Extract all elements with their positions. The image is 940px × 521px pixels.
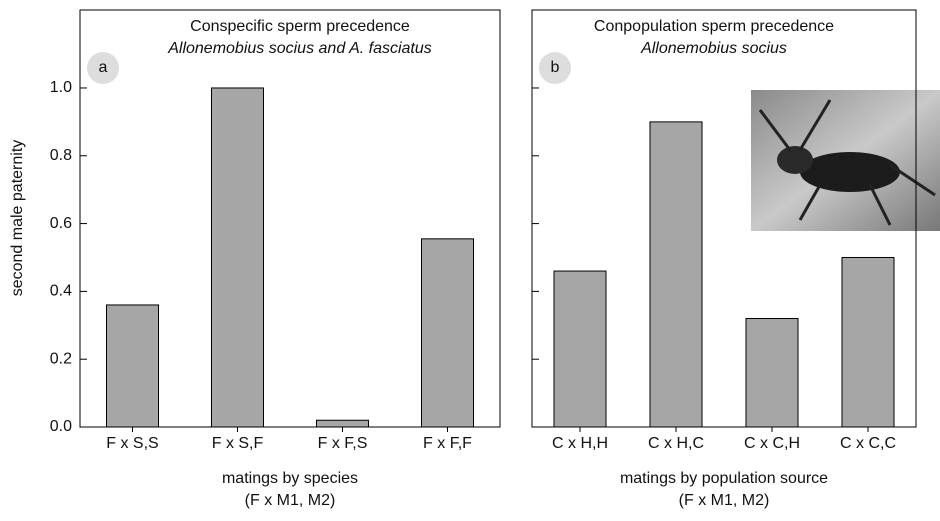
x-axis-label: (F x M1, M2) xyxy=(679,492,770,509)
bar xyxy=(746,319,798,427)
y-tick-label: 1.0 xyxy=(50,79,72,96)
x-tick-label: C x H,H xyxy=(552,435,608,452)
bar xyxy=(212,88,264,427)
cricket-photo xyxy=(751,90,940,231)
y-tick-label: 0.2 xyxy=(50,350,72,367)
y-tick-label: 0.6 xyxy=(50,215,72,232)
x-tick-label: F x S,F xyxy=(212,435,264,452)
bar xyxy=(554,271,606,427)
chart-title: Conspecific sperm precedence xyxy=(190,18,410,35)
x-tick-label: F x F,S xyxy=(318,435,368,452)
bar xyxy=(650,122,702,427)
figure: 0.0 0.2 0.4 0.6 0.8 1.0 F x S,S F x S,F F x F,S F… xyxy=(0,0,940,521)
bar xyxy=(842,257,894,427)
panel-label: b xyxy=(551,59,560,76)
x-axis-label: matings by population source xyxy=(620,470,828,487)
chart-title: Conpopulation sperm precedence xyxy=(594,18,834,35)
y-tick-label: 0.0 xyxy=(50,418,72,435)
bar xyxy=(107,305,159,427)
x-tick-label: F x F,F xyxy=(423,435,472,452)
x-tick-label: F x S,S xyxy=(106,435,158,452)
x-tick-label: C x H,C xyxy=(648,435,704,452)
x-tick-label: C x C,C xyxy=(840,435,896,452)
x-axis-label: (F x M1, M2) xyxy=(245,492,336,509)
bar xyxy=(317,420,369,427)
x-axis-label: matings by species xyxy=(222,470,358,487)
chart-subtitle: Allonemobius socius and A. fasciatus xyxy=(167,40,432,57)
y-tick-label: 0.4 xyxy=(50,283,72,300)
x-tick-label: C x C,H xyxy=(744,435,800,452)
y-axis-label: second male paternity xyxy=(9,140,26,297)
chart-subtitle: Allonemobius socius xyxy=(640,40,787,57)
y-tick-label: 0.8 xyxy=(50,147,72,164)
panel-label: a xyxy=(99,59,108,76)
bar xyxy=(422,239,474,427)
